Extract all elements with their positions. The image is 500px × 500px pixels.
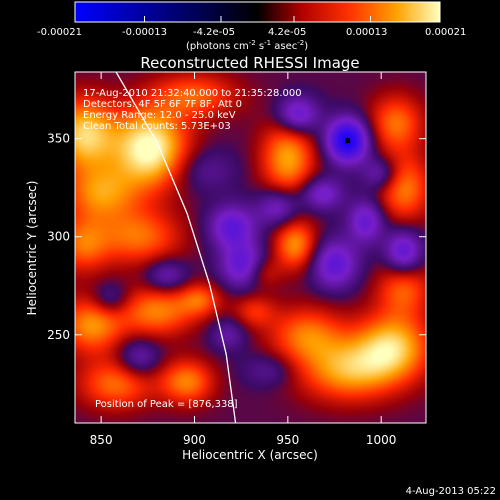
annotation-detectors: Detectors: 4F 5F 6F 7F 8F, Att 0 (83, 99, 242, 110)
peak-position-label: Position of Peak = [876,338] (95, 399, 238, 410)
annotation-energy: Energy Range: 12.0 - 25.0 keV (83, 110, 236, 121)
colorbar-ticks (74, 16, 441, 22)
colorbar-tick-label-4: 0.00013 (346, 27, 387, 38)
x-axis-ticks: 850 900 950 1000 (90, 72, 397, 447)
x-axis-label: Heliocentric X (arcsec) (182, 448, 318, 462)
y-axis-label: Heliocentric Y (arcsec) (25, 181, 39, 316)
annotation-clean: Clean Total counts: 5.73E+03 (83, 121, 231, 132)
heatmap-image (75, 72, 426, 423)
y-axis-ticks: 250 300 350 (47, 132, 426, 342)
colorbar (74, 1, 441, 23)
colorbar-tick-label-0: -0.00021 (37, 27, 82, 38)
x-tick-label: 950 (276, 433, 299, 447)
plot-frame (74, 71, 427, 424)
y-tick-label: 250 (47, 328, 70, 342)
y-tick-label: 300 (47, 230, 70, 244)
y-tick-label: 350 (47, 132, 70, 146)
peak-marker (345, 138, 351, 144)
footer-timestamp: 4-Aug-2013 05:22 (406, 486, 496, 497)
colorbar-tick-label-2: -4.2e-05 (193, 27, 235, 38)
x-tick-label: 850 (90, 433, 113, 447)
colorbar-tick-label-5: 0.00021 (425, 27, 466, 38)
annotation-time: 17-Aug-2010 21:32:40.000 to 21:35:28.000 (83, 88, 302, 99)
colorbar-tick-label-3: 4.2e-05 (268, 27, 306, 38)
x-tick-label: 900 (183, 433, 206, 447)
colorbar-tick-label-1: -0.00013 (122, 27, 167, 38)
chart-title: Reconstructed RHESSI Image (140, 54, 359, 72)
x-tick-label: 1000 (366, 433, 397, 447)
colorbar-unit: (photons cm-2 s-1 asec-2) (186, 39, 308, 52)
solar-limb-arc (115, 72, 237, 423)
